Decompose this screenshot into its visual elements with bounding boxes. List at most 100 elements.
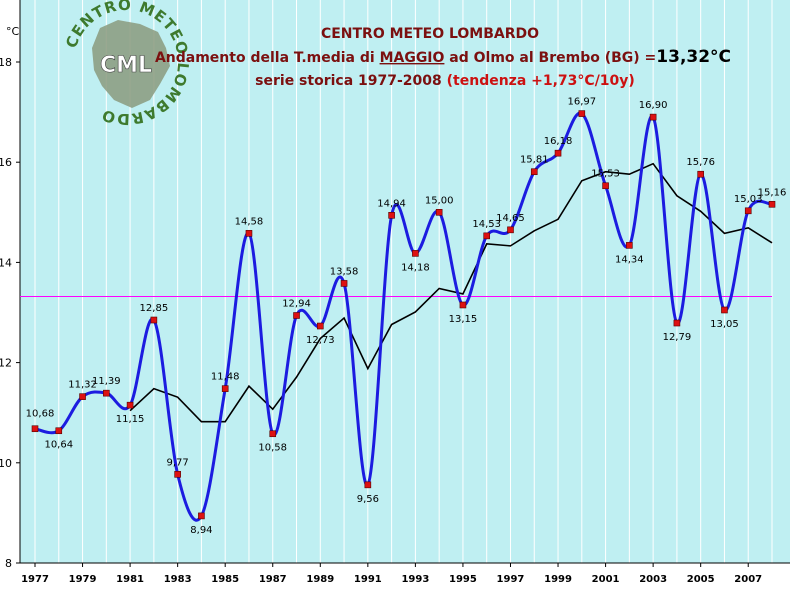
data-marker [316, 322, 324, 330]
x-tick-label: 1997 [497, 574, 525, 585]
header-line2-month: MAGGIO [380, 50, 445, 66]
data-label: 8,94 [190, 525, 212, 536]
y-tick-label: 10 [0, 457, 12, 470]
data-label: 10,64 [44, 440, 73, 451]
x-tick-label: 1995 [449, 574, 477, 585]
data-label: 11,48 [211, 372, 240, 383]
y-tick-label: 16 [0, 156, 12, 169]
data-label: 13,05 [710, 319, 739, 330]
chart-header: CENTRO METEO LOMBARDO Andamento della T.… [155, 26, 731, 89]
data-label: 16,90 [639, 100, 668, 111]
data-marker [198, 512, 205, 520]
data-markers [31, 110, 776, 520]
x-tick-label: 2005 [687, 574, 715, 585]
data-marker [602, 182, 609, 190]
x-tick-label: 1989 [306, 574, 334, 585]
y-tick-label: 12 [0, 357, 12, 370]
x-tick-label: 2001 [592, 574, 620, 585]
data-label: 9,56 [357, 494, 379, 505]
data-marker [221, 385, 229, 392]
data-marker [103, 389, 110, 397]
x-tick-label: 1991 [354, 574, 382, 585]
data-label: 15,16 [758, 187, 787, 198]
y-tick-label: 18 [0, 56, 12, 69]
grid-lines [34, 0, 773, 563]
data-marker [483, 232, 491, 240]
data-marker [79, 393, 86, 400]
data-label: 12,73 [306, 335, 335, 346]
header-line2-prefix: Andamento della T.media di [155, 50, 380, 66]
logo-initials: CML [100, 53, 152, 78]
x-tick-label: 1977 [21, 574, 49, 585]
axes [16, 0, 790, 567]
header-line3-prefix: serie storica 1977-2008 [255, 73, 446, 89]
x-tick-label: 1985 [211, 574, 239, 585]
data-label: 12,79 [663, 332, 692, 343]
x-tick-label: 1987 [259, 574, 287, 585]
data-label: 15,53 [591, 169, 620, 180]
data-marker [150, 316, 158, 324]
data-marker [31, 425, 39, 433]
data-label: 15,81 [520, 155, 549, 166]
data-label: 10,68 [26, 409, 55, 420]
data-marker [768, 200, 776, 208]
data-marker [530, 168, 538, 176]
data-label: 13,58 [330, 266, 359, 277]
data-marker [697, 170, 704, 178]
data-label: 11,32 [68, 380, 97, 391]
data-marker [507, 226, 514, 234]
data-marker [340, 280, 348, 287]
y-tick-labels: 8 10 12 14 16 18 [0, 56, 12, 570]
logo-region-shape [92, 20, 170, 108]
data-marker [269, 430, 277, 438]
data-label: 10,58 [258, 443, 287, 454]
y-tick-label: 8 [5, 557, 12, 570]
data-label: 12,94 [282, 299, 311, 310]
x-tick-label: 1979 [69, 574, 97, 585]
x-tick-label: 1999 [544, 574, 572, 585]
data-label: 15,00 [425, 195, 454, 206]
moving-average-line [129, 162, 773, 423]
data-label: 15,76 [686, 157, 715, 168]
data-marker [388, 212, 395, 219]
data-marker [626, 242, 633, 249]
data-label: 14,65 [496, 213, 525, 224]
data-label: 14,18 [401, 262, 430, 273]
y-tick-label: 14 [0, 256, 12, 269]
data-marker [744, 207, 752, 215]
data-label: 16,97 [567, 97, 596, 108]
header-trend: (tendenza +1,73°C/10y) [447, 73, 635, 89]
data-label: 13,15 [449, 314, 478, 325]
data-marker [174, 471, 181, 478]
data-marker [245, 230, 253, 237]
data-marker [649, 113, 657, 121]
header-mean-value: 13,32°C [656, 47, 731, 67]
data-label: 14,94 [377, 198, 406, 209]
data-label: 14,34 [615, 254, 644, 265]
x-tick-label: 2003 [639, 574, 667, 585]
data-marker [412, 250, 419, 257]
header-line2: Andamento della T.media di MAGGIO ad Olm… [155, 47, 731, 67]
y-unit-label: °C [6, 25, 20, 38]
data-marker [126, 401, 134, 409]
header-line3: serie storica 1977-2008 (tendenza +1,73°… [255, 73, 635, 89]
data-label: 16,18 [544, 136, 573, 147]
data-marker [673, 319, 681, 327]
data-marker [364, 481, 372, 489]
data-marker [721, 306, 728, 314]
data-marker [435, 209, 443, 216]
data-marker [578, 110, 586, 117]
data-label: 14,58 [235, 216, 264, 227]
data-label: 14,53 [472, 219, 501, 230]
x-tick-labels: 1977 1979 1981 1983 1985 1987 1989 1991 1993 1995… [21, 574, 762, 585]
data-marker [293, 312, 300, 319]
data-label: 11,15 [116, 414, 145, 425]
data-marker [554, 149, 562, 157]
x-tick-label: 2007 [734, 574, 762, 585]
data-label: 15,03 [734, 194, 763, 205]
data-marker [55, 427, 63, 435]
data-label: 11,39 [92, 376, 121, 387]
